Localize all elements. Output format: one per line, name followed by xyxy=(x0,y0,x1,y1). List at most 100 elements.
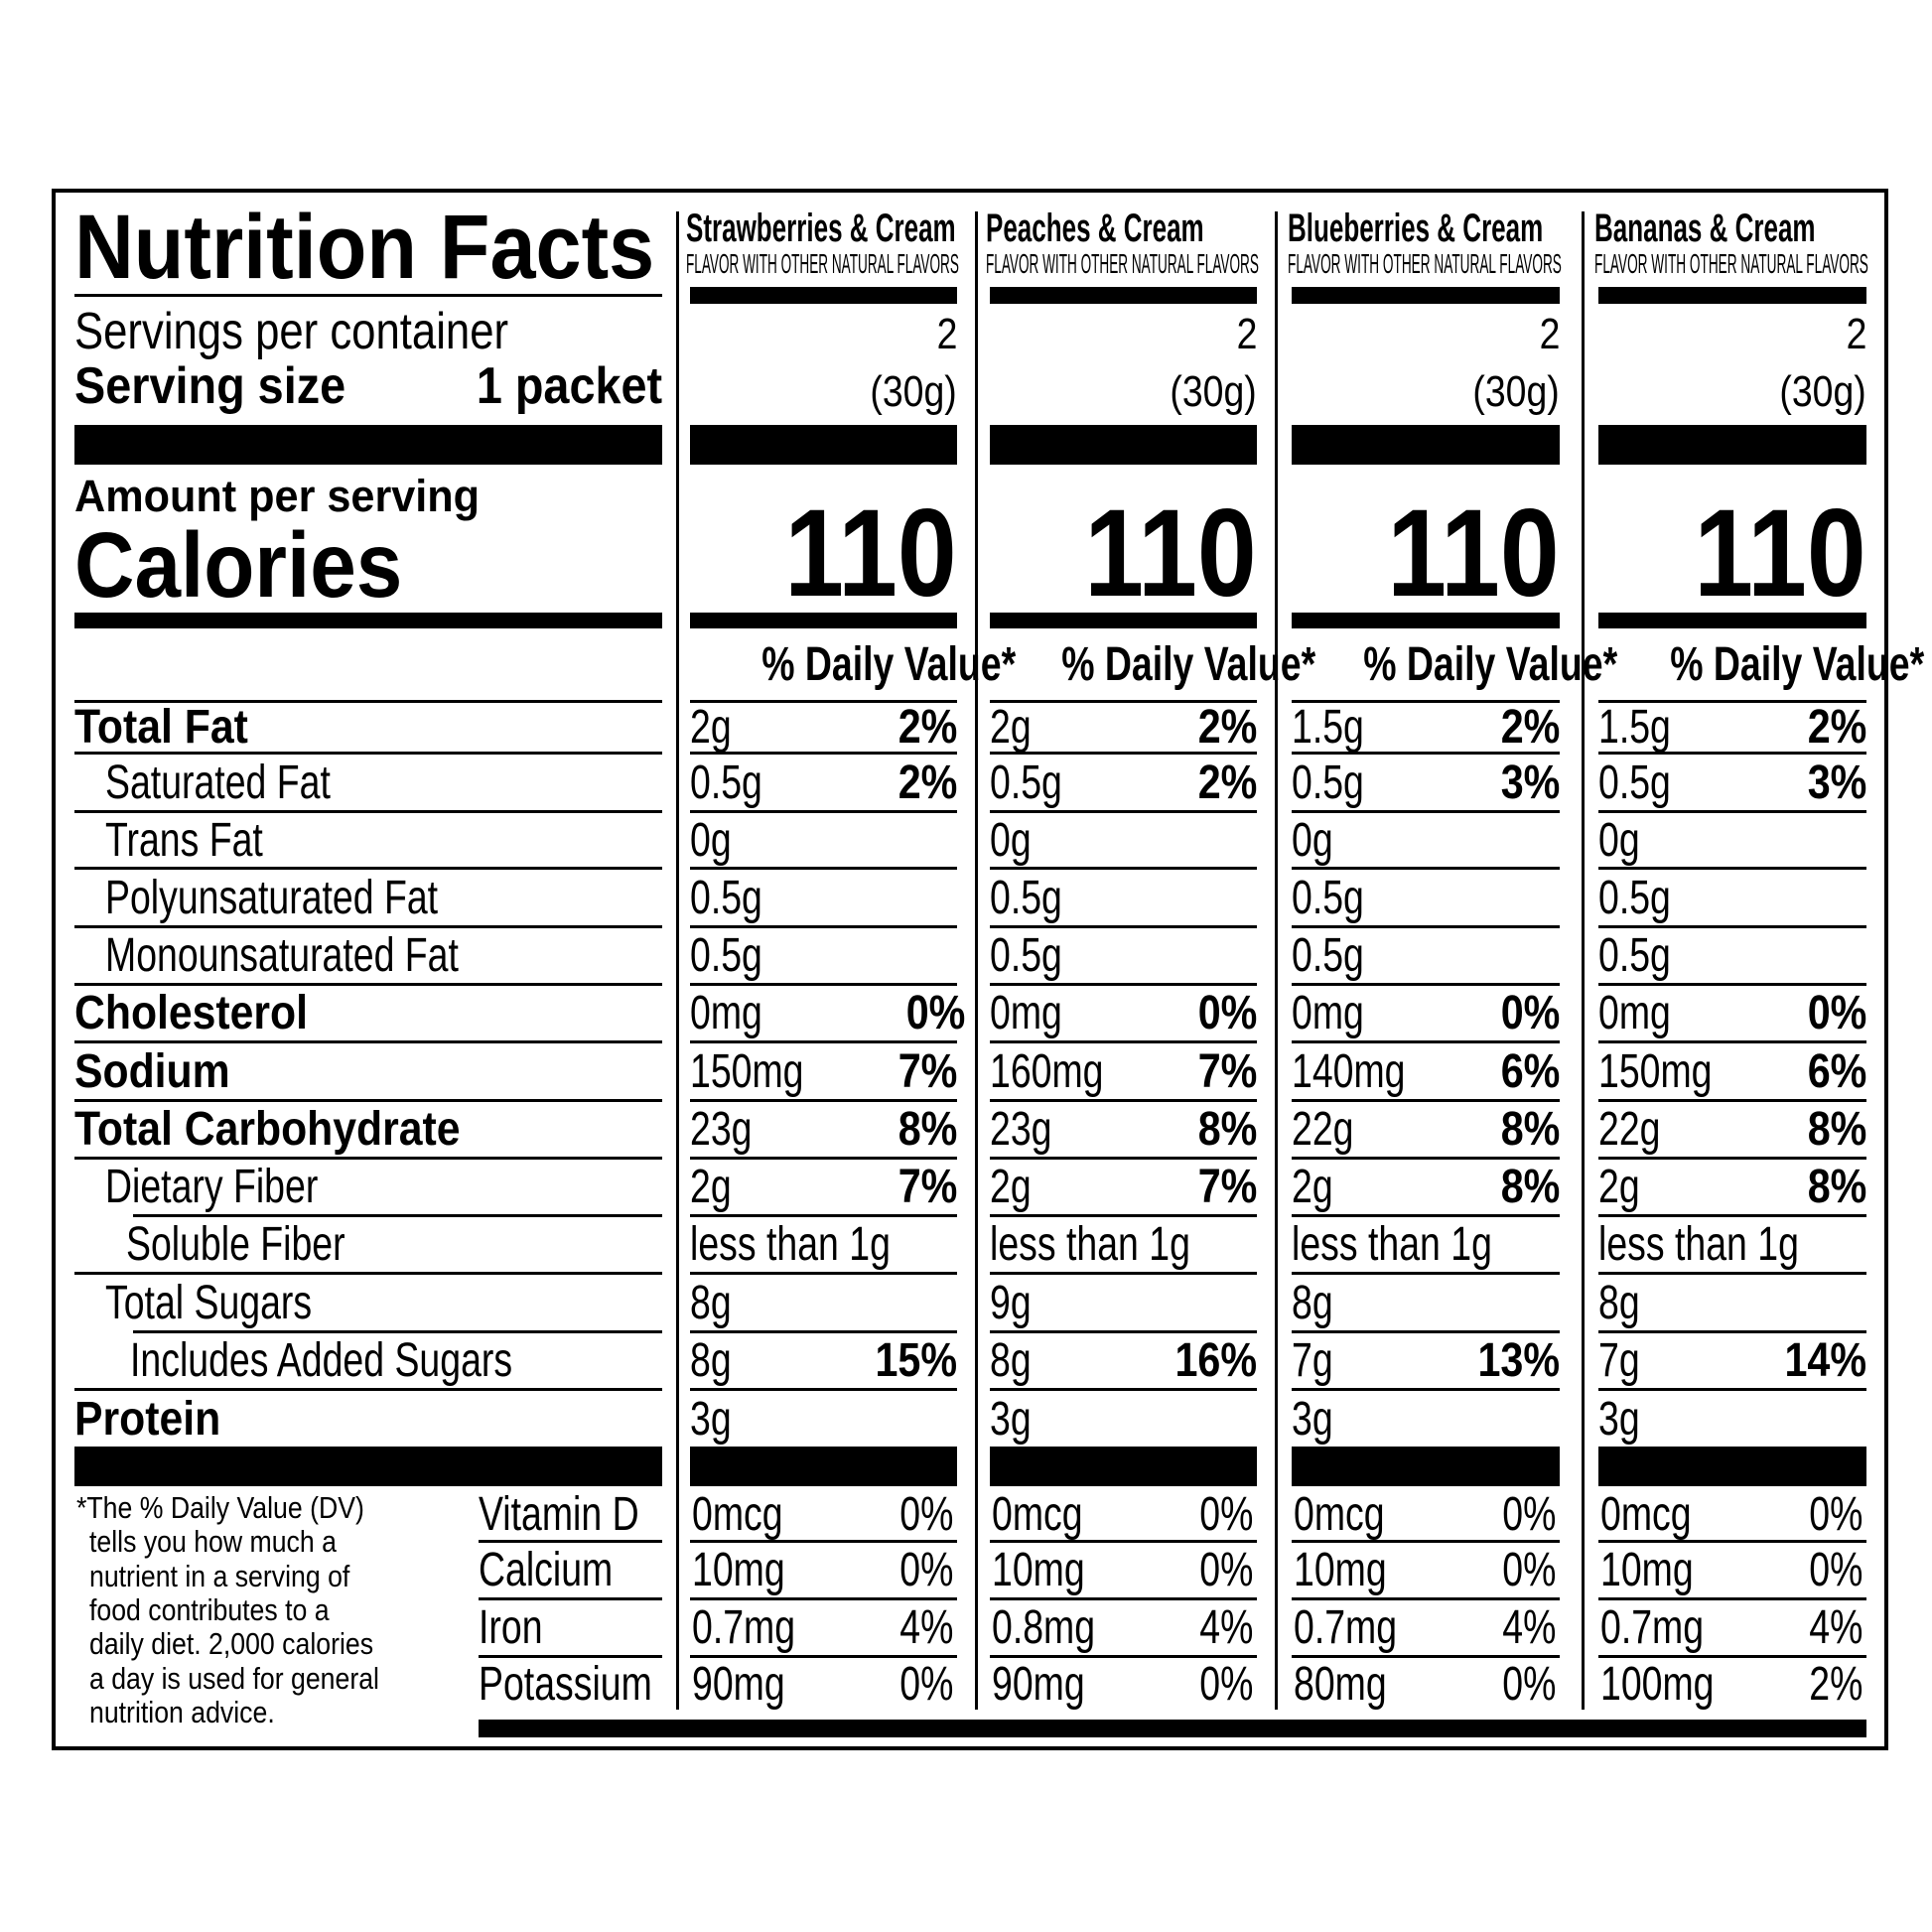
row-divider xyxy=(133,1330,662,1333)
footnote-line-cell: a day is used for general xyxy=(89,1661,447,1696)
amount-value-cell: 0.5g xyxy=(1292,869,1560,927)
amount-value: less than 1g xyxy=(690,1218,891,1271)
daily-value-header-cell: % Daily Value* xyxy=(1292,637,1617,693)
servings-label-cell: Servings per container xyxy=(74,304,662,359)
percent-dv-value-cell: 0% xyxy=(1292,985,1560,1042)
thick-bar xyxy=(690,425,957,465)
vitamin-amount-cell: 0mcg xyxy=(1600,1488,1868,1542)
amount-value: 0g xyxy=(1292,814,1333,867)
amount-value-cell: 150mg xyxy=(1598,1042,1866,1101)
row-divider xyxy=(1598,752,1866,755)
medium-bar xyxy=(1598,613,1866,628)
vitamin-label-cell: Vitamin D xyxy=(479,1488,662,1542)
row-divider xyxy=(479,1597,662,1600)
vitamin-label: Vitamin D xyxy=(479,1488,639,1541)
vitamin-amount-cell: 0.8mg xyxy=(992,1599,1259,1657)
amount-value: 150mg xyxy=(690,1045,804,1098)
serving-size-value: 1 packet xyxy=(476,357,662,415)
calories-value: 110 xyxy=(1694,484,1866,622)
calories-value: 110 xyxy=(784,484,957,622)
row-divider xyxy=(1598,1597,1866,1600)
percent-dv-value-cell: 2% xyxy=(690,754,957,812)
serving-size-value: (30g) xyxy=(1170,367,1257,416)
nutrient-label-total-fat-cell: Total Fat xyxy=(74,702,670,754)
amount-value: 3g xyxy=(990,1393,1032,1446)
vitamin-amount-cell: 0.7mg xyxy=(1294,1599,1562,1657)
nutrient-label-total-carbohydrate-cell: Total Carbohydrate xyxy=(74,1101,670,1159)
vitamin-percent: 4% xyxy=(1198,1601,1253,1654)
amount-value: 0.5g xyxy=(1292,757,1364,809)
amount-value-cell: 2g xyxy=(690,1159,957,1216)
calories-value-cell: 110 xyxy=(1598,489,1866,619)
amount-value-cell: 140mg xyxy=(1292,1042,1560,1101)
footnote-line: nutrition advice. xyxy=(89,1694,275,1729)
percent-dv-value: 0% xyxy=(1500,987,1560,1039)
footnote-line-cell: tells you how much a xyxy=(89,1525,447,1559)
vitamin-percent: 0% xyxy=(1808,1488,1863,1541)
product-name: Bananas & Cream xyxy=(1594,207,1816,250)
vitamin-percent: 0% xyxy=(1501,1544,1556,1596)
row-divider xyxy=(690,1157,957,1160)
row-divider xyxy=(690,1540,957,1543)
nutrient-label-saturated-fat-cell: Saturated Fat xyxy=(105,754,701,812)
thin-bar xyxy=(690,287,957,304)
row-divider xyxy=(1598,1157,1866,1160)
amount-value-cell: 0.5g xyxy=(690,869,957,927)
product-subtitle-cell: FLAVOR WITH OTHER NATURAL FLAVORS xyxy=(986,249,1259,279)
product-subtitle: FLAVOR WITH OTHER NATURAL FLAVORS xyxy=(686,248,959,279)
amount-value: 0g xyxy=(690,814,732,867)
vitamin-percent: 0% xyxy=(898,1658,953,1711)
vitamin-amount: 0.7mg xyxy=(1294,1601,1398,1654)
amount-value: 2g xyxy=(690,701,732,754)
amount-value-cell: less than 1g xyxy=(1292,1216,1560,1274)
percent-dv-value: 0% xyxy=(1197,987,1257,1039)
amount-value: 0mg xyxy=(690,987,762,1039)
product-name: Strawberries & Cream xyxy=(686,207,956,250)
percent-dv-value-cell: 6% xyxy=(1292,1042,1560,1101)
amount-value-cell: 0mg xyxy=(990,985,1257,1042)
servings-value-cell: 2 xyxy=(690,310,957,359)
amount-value-cell: 8g xyxy=(1598,1274,1866,1332)
medium-bar xyxy=(990,613,1257,628)
amount-value: 0.5g xyxy=(1292,872,1364,924)
serving-size-value-cell: (30g) xyxy=(1292,367,1560,417)
row-divider xyxy=(1292,1388,1560,1391)
row-divider xyxy=(690,925,957,928)
vitamin-percent: 0% xyxy=(1501,1658,1556,1711)
servings-value: 2 xyxy=(936,310,957,358)
row-divider xyxy=(990,983,1257,986)
footnote-line-cell: food contributes to a xyxy=(89,1592,447,1627)
row-divider xyxy=(990,1099,1257,1102)
row-divider xyxy=(990,1540,1257,1543)
vitamin-percent: 0% xyxy=(1808,1544,1863,1596)
thin-bar xyxy=(1598,287,1866,304)
row-divider xyxy=(1292,700,1560,703)
nutrient-label-sodium: Sodium xyxy=(74,1045,230,1098)
serving-size-value-cell: 1 packet xyxy=(74,358,662,414)
row-divider xyxy=(1292,1272,1560,1275)
row-divider xyxy=(479,1540,662,1543)
servings-value-cell: 2 xyxy=(1292,310,1560,359)
amount-value: 1.5g xyxy=(1598,701,1671,754)
amount-value-cell: less than 1g xyxy=(990,1216,1257,1274)
column-separator xyxy=(1582,211,1585,1710)
vitamin-amount-cell: 0mcg xyxy=(1294,1488,1562,1542)
amount-value-cell: 1.5g xyxy=(1292,702,1560,754)
percent-dv-value-cell: 0% xyxy=(690,985,965,1042)
vitamin-label: Iron xyxy=(479,1601,543,1654)
nutrient-label-total-carbohydrate: Total Carbohydrate xyxy=(74,1103,461,1156)
percent-dv-value: 8% xyxy=(1807,1161,1866,1213)
row-divider xyxy=(690,1597,957,1600)
row-divider xyxy=(133,1214,662,1217)
percent-dv-value-cell: 2% xyxy=(690,702,957,754)
vitamin-amount: 0.7mg xyxy=(1600,1601,1705,1654)
vitamin-percent-cell: 0% xyxy=(1598,1488,1863,1542)
amount-value-cell: 3g xyxy=(690,1390,957,1449)
vitamin-percent: 0% xyxy=(898,1488,953,1541)
amount-value-cell: 0mg xyxy=(1598,985,1866,1042)
product-name-cell: Bananas & Cream xyxy=(1594,207,1872,250)
calories-value: 110 xyxy=(1084,484,1257,622)
nutrient-label-includes-added-sugars-cell: Includes Added Sugars xyxy=(130,1332,726,1390)
row-divider xyxy=(690,1388,957,1391)
vitamin-amount-cell: 0mcg xyxy=(692,1488,959,1542)
